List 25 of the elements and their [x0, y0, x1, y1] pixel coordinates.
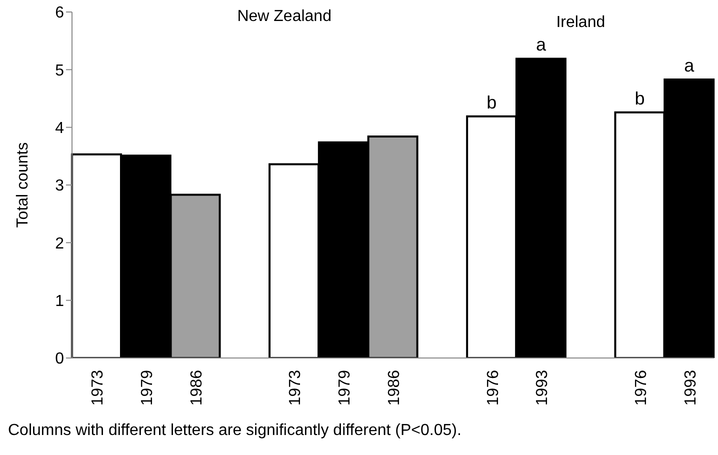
data-label: b [486, 92, 497, 112]
y-tick-label: 3 [55, 178, 64, 195]
y-tick-label: 5 [55, 62, 64, 80]
data-label: a [536, 34, 547, 55]
y-tick-label: 0 [55, 350, 64, 368]
x-tick-label: 1993 [682, 370, 700, 406]
y-tick-label: 4 [55, 120, 64, 138]
x-tick-label: 1976 [484, 370, 502, 406]
data-label: a [684, 55, 696, 76]
x-tick-label: 1993 [534, 370, 552, 406]
y-axis-title: Total counts [14, 142, 32, 228]
data-label: b [634, 88, 645, 108]
x-tick-label: 1979 [336, 370, 354, 406]
y-tick-label: 1 [55, 293, 64, 310]
y-tick-label: 2 [55, 235, 64, 252]
text: Columns with different letters are significantly different (P<0.05). [8, 422, 462, 440]
y-tick-label: 6 [55, 4, 64, 22]
x-tick-label: 1986 [188, 370, 206, 406]
x-tick-label: 1979 [139, 370, 156, 406]
x-tick-label: 1973 [287, 370, 304, 406]
x-tick-label: 1976 [632, 370, 650, 406]
annotation: New Zealand [237, 8, 332, 26]
x-tick-label: 1973 [90, 370, 107, 406]
annotation: Ireland [556, 14, 606, 32]
x-tick-label: 1986 [386, 370, 403, 406]
